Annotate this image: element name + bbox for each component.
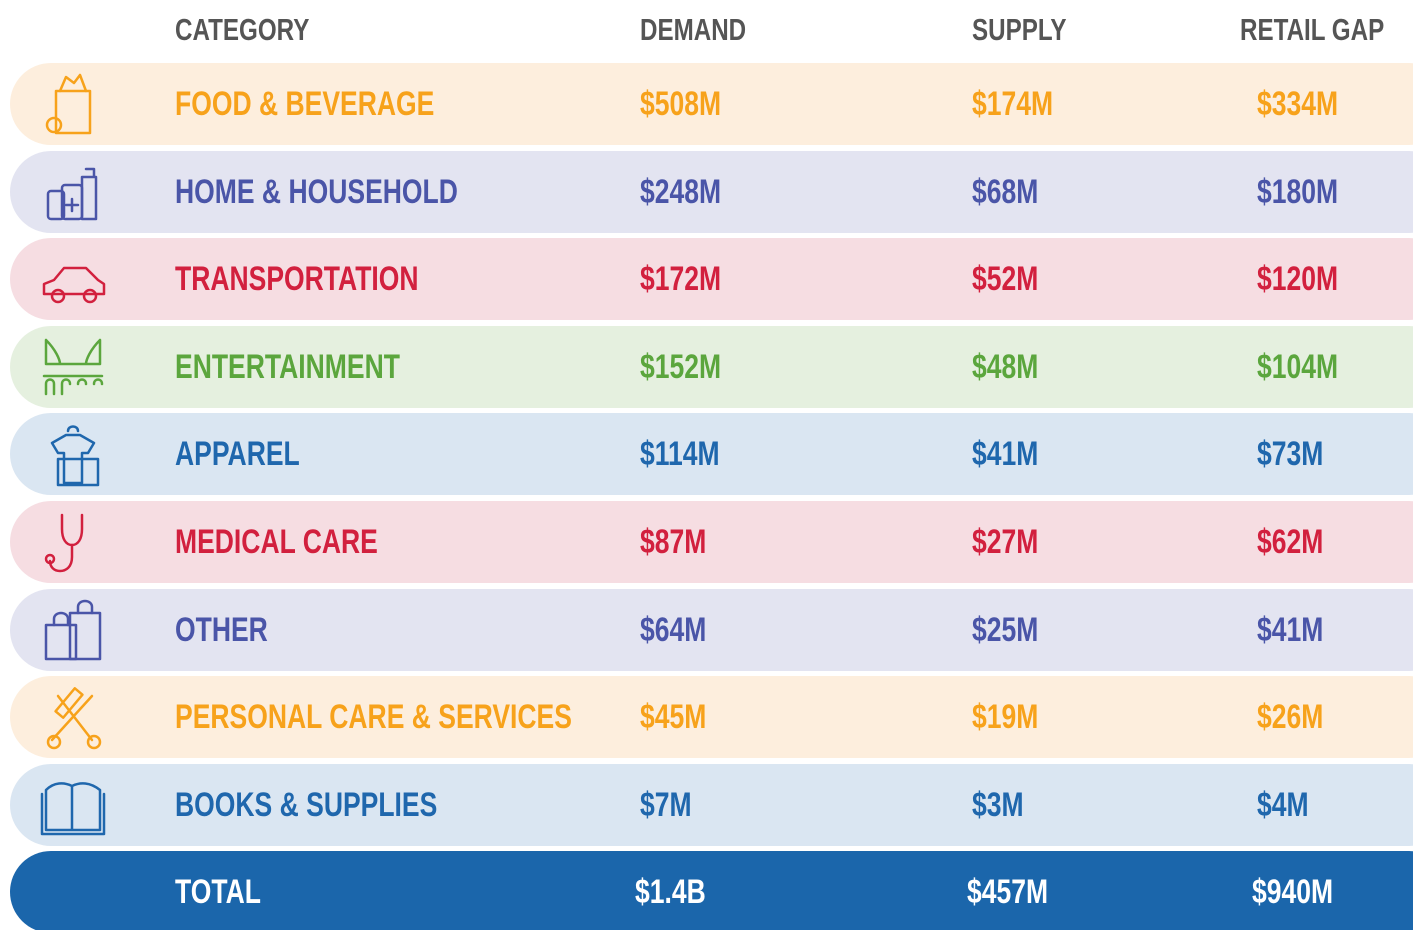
category: MEDICAL CARE bbox=[175, 523, 378, 561]
retail-gap: $104M bbox=[1257, 347, 1339, 386]
row-background bbox=[10, 150, 1413, 233]
category: OTHER bbox=[175, 610, 268, 649]
supply: $457M bbox=[967, 873, 1049, 912]
category: PERSONAL CARE & SERVICES bbox=[175, 698, 572, 737]
icon-shape bbox=[68, 611, 102, 660]
icon-shape bbox=[52, 599, 94, 626]
retail-gap: $334M bbox=[1257, 85, 1339, 123]
icon-shape bbox=[40, 792, 106, 836]
row-background bbox=[10, 763, 1413, 846]
demand: $64M bbox=[640, 610, 707, 649]
retail-gap: $4M bbox=[1257, 785, 1309, 824]
icon-shape bbox=[50, 694, 94, 742]
row-background bbox=[10, 588, 1413, 671]
icon-shape bbox=[50, 434, 96, 485]
icon-shape bbox=[82, 288, 98, 304]
row-background bbox=[10, 676, 1413, 759]
icon-shape bbox=[56, 458, 100, 487]
icon-shape bbox=[42, 374, 104, 396]
row-background bbox=[10, 851, 1413, 930]
category-icon bbox=[44, 599, 102, 660]
column-header: DEMAND bbox=[640, 12, 747, 47]
category: ENTERTAINMENT bbox=[175, 347, 400, 386]
demand: $152M bbox=[640, 347, 722, 386]
icon-shape bbox=[45, 116, 63, 134]
icon-shape bbox=[60, 513, 84, 547]
supply: $19M bbox=[972, 698, 1039, 737]
icon-shape bbox=[86, 734, 102, 750]
category-icon bbox=[45, 73, 92, 135]
demand: $45M bbox=[640, 698, 707, 737]
retail-gap: $940M bbox=[1252, 873, 1334, 912]
category: TOTAL bbox=[175, 873, 261, 912]
column-header: CATEGORY bbox=[175, 12, 310, 47]
column-header: RETAIL GAP bbox=[1240, 12, 1385, 47]
icon-shape bbox=[64, 197, 80, 212]
retail-gap: $41M bbox=[1257, 610, 1324, 649]
icon-shape bbox=[66, 425, 80, 433]
column-header: SUPPLY bbox=[972, 12, 1067, 47]
supply: $68M bbox=[972, 172, 1039, 211]
category-icon bbox=[46, 687, 102, 750]
category-icon bbox=[44, 513, 84, 573]
icon-shape bbox=[44, 781, 102, 832]
category: BOOKS & SUPPLIES bbox=[175, 785, 438, 824]
icon-shape bbox=[54, 89, 92, 135]
demand: $1.4B bbox=[635, 873, 706, 912]
demand: $508M bbox=[640, 85, 722, 123]
retail-gap: $120M bbox=[1257, 260, 1339, 299]
row-background bbox=[10, 501, 1413, 583]
row-background bbox=[10, 413, 1413, 496]
supply: $174M bbox=[972, 85, 1054, 123]
row-background bbox=[10, 325, 1413, 408]
demand: $7M bbox=[640, 785, 692, 824]
retail-gap: $180M bbox=[1257, 172, 1339, 211]
category-icon bbox=[46, 167, 98, 220]
supply: $3M bbox=[972, 785, 1024, 824]
category-icon bbox=[42, 338, 104, 396]
icon-shape bbox=[58, 73, 88, 93]
icon-shape bbox=[46, 734, 62, 750]
retail-gap: $73M bbox=[1257, 435, 1324, 474]
icon-shape bbox=[54, 687, 84, 720]
row-background bbox=[10, 238, 1413, 321]
category: APPAREL bbox=[175, 435, 300, 474]
category-icon bbox=[40, 781, 106, 836]
supply: $27M bbox=[972, 523, 1039, 561]
demand: $248M bbox=[640, 172, 722, 211]
icon-shape bbox=[42, 266, 106, 296]
demand: $114M bbox=[640, 435, 720, 474]
category-icon bbox=[42, 266, 106, 304]
supply: $25M bbox=[972, 610, 1039, 649]
icon-shape bbox=[46, 189, 66, 220]
icon-shape bbox=[44, 338, 102, 366]
retail-gap: $26M bbox=[1257, 698, 1324, 737]
icon-shape bbox=[48, 543, 74, 573]
icon-shape bbox=[44, 553, 56, 565]
icon-shape bbox=[80, 167, 98, 220]
category-icon bbox=[50, 425, 100, 487]
supply: $52M bbox=[972, 260, 1039, 299]
demand: $87M bbox=[640, 523, 707, 561]
category: HOME & HOUSEHOLD bbox=[175, 172, 458, 211]
supply: $41M bbox=[972, 435, 1039, 474]
demand: $172M bbox=[640, 260, 722, 299]
supply: $48M bbox=[972, 347, 1039, 386]
category: FOOD & BEVERAGE bbox=[175, 85, 435, 123]
icon-shape bbox=[44, 623, 78, 660]
row-background bbox=[10, 63, 1413, 145]
icon-shape bbox=[50, 288, 66, 304]
category: TRANSPORTATION bbox=[175, 260, 419, 299]
retail-gap: $62M bbox=[1257, 523, 1324, 561]
